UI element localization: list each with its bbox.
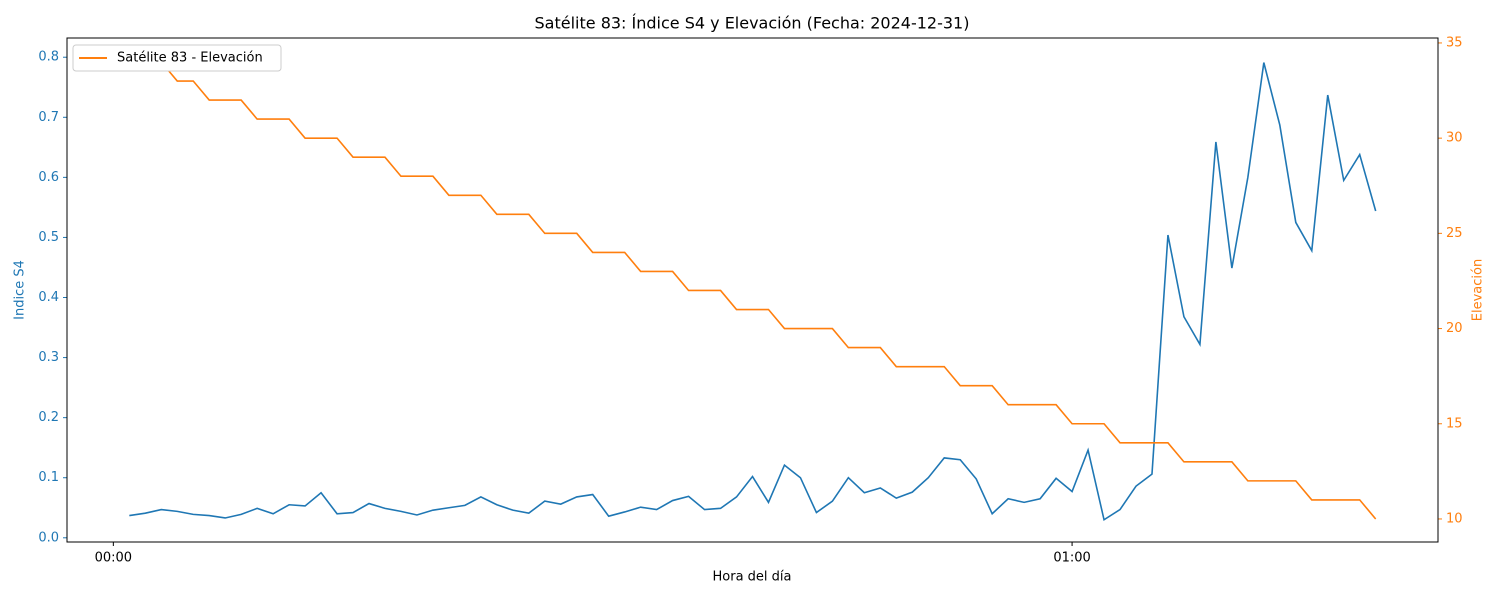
y2-tick-label: 35 xyxy=(1446,35,1463,50)
y-tick-label: 0.2 xyxy=(38,410,59,425)
y2-tick-label: 10 xyxy=(1446,511,1463,526)
plot-frame xyxy=(66,37,1439,543)
y-tick-label: 0.4 xyxy=(38,290,59,305)
y-axis-label: Indice S4 xyxy=(13,260,28,320)
data-line xyxy=(129,61,1377,520)
y2-tick-label: 25 xyxy=(1446,226,1463,241)
y-tick-label: 0.6 xyxy=(38,170,59,185)
x-axis-label: Hora del día xyxy=(713,570,792,585)
y-tick-label: 0.7 xyxy=(38,110,59,125)
y2-axis-label: Elevación xyxy=(1471,259,1486,321)
x-tick-label: 01:00 xyxy=(1053,551,1090,566)
y2-tick-label: 15 xyxy=(1446,416,1463,431)
x-tick-label: 00:00 xyxy=(95,551,132,566)
y2-tick-label: 30 xyxy=(1446,131,1463,146)
y-tick-label: 0.3 xyxy=(38,350,59,365)
data-line xyxy=(129,62,1377,522)
y-tick-label: 0.1 xyxy=(38,470,59,485)
y-tick-label: 0.8 xyxy=(38,50,59,65)
legend-label: Satélite 83 - Elevación xyxy=(117,51,263,66)
legend-box xyxy=(72,44,282,72)
y2-tick-label: 20 xyxy=(1446,321,1463,336)
y-tick-label: 0.0 xyxy=(38,530,59,545)
chart-title: Satélite 83: Índice S4 y Elevación (Fech… xyxy=(535,14,970,33)
y-tick-label: 0.5 xyxy=(38,230,59,245)
